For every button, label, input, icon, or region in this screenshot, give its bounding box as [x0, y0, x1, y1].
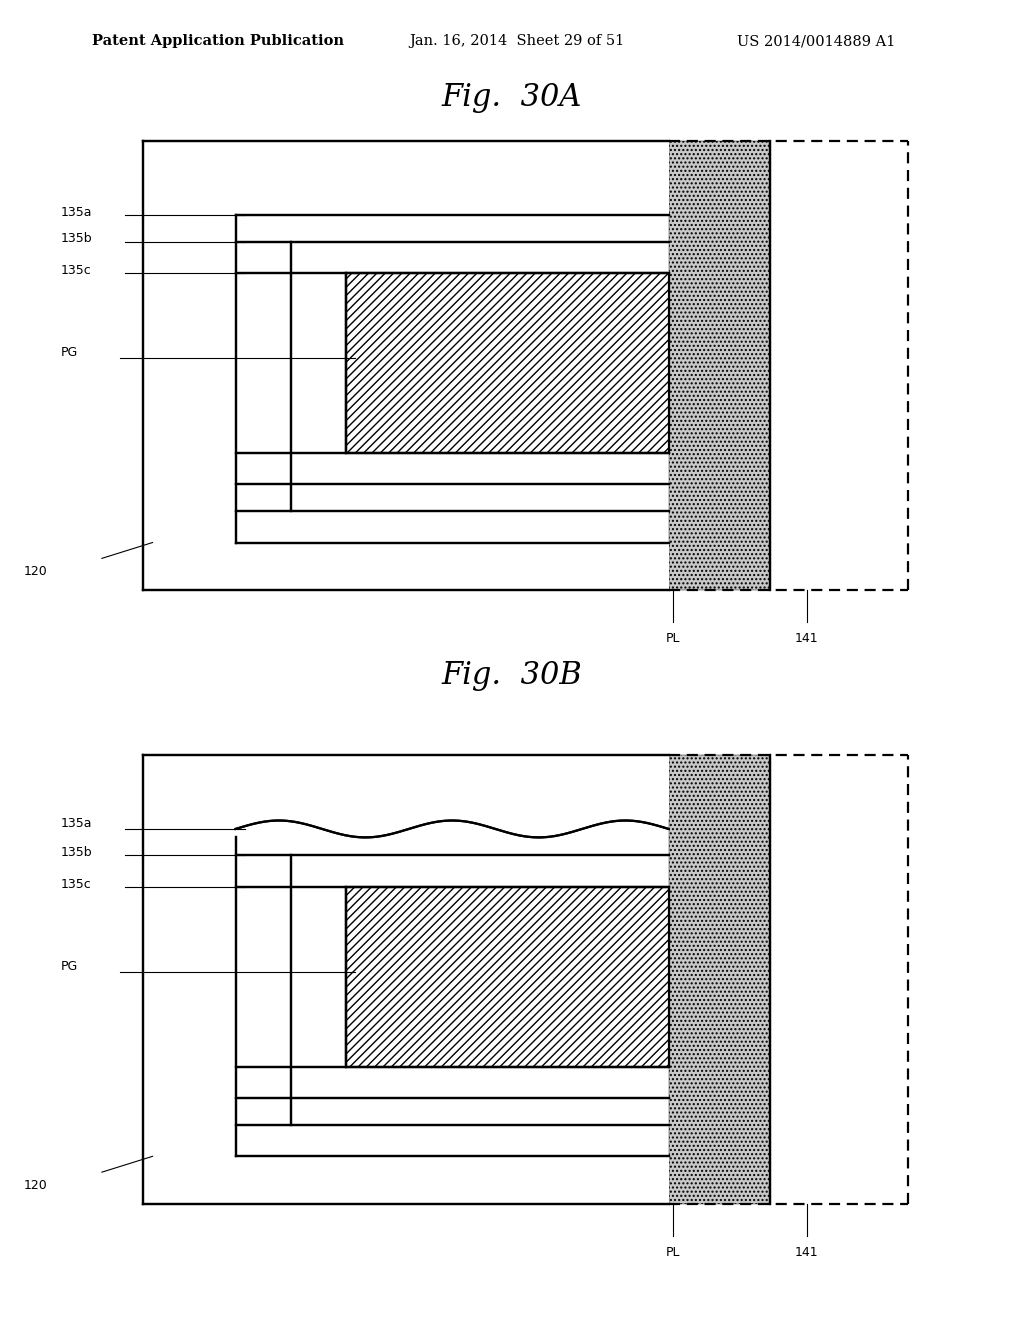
- Text: 141: 141: [795, 632, 819, 645]
- Bar: [346, 887, 669, 1067]
- Bar: [669, 141, 770, 590]
- Text: 120: 120: [24, 565, 47, 578]
- Text: 135b: 135b: [60, 232, 92, 246]
- Bar: [143, 141, 669, 215]
- Text: PL: PL: [666, 1246, 681, 1259]
- Text: US 2014/0014889 A1: US 2014/0014889 A1: [737, 34, 896, 49]
- Text: 135b: 135b: [60, 846, 92, 859]
- Text: 135a: 135a: [60, 206, 92, 219]
- Text: 135c: 135c: [60, 264, 91, 277]
- Text: Fig.  30A: Fig. 30A: [441, 82, 583, 112]
- Bar: [346, 273, 669, 453]
- Bar: [143, 755, 669, 820]
- Text: 120: 120: [24, 1179, 47, 1192]
- Text: PL: PL: [666, 632, 681, 645]
- Text: 135c: 135c: [60, 878, 91, 891]
- Text: 135a: 135a: [60, 817, 92, 830]
- Text: Patent Application Publication: Patent Application Publication: [92, 34, 344, 49]
- Text: 141: 141: [795, 1246, 819, 1259]
- Text: Fig.  30B: Fig. 30B: [441, 660, 583, 690]
- Bar: [143, 543, 669, 590]
- Bar: [669, 755, 770, 1204]
- Text: PG: PG: [60, 346, 78, 359]
- Bar: [669, 755, 770, 1204]
- Bar: [669, 141, 770, 590]
- Bar: [143, 1156, 669, 1204]
- Text: PG: PG: [60, 960, 78, 973]
- Text: Jan. 16, 2014  Sheet 29 of 51: Jan. 16, 2014 Sheet 29 of 51: [410, 34, 625, 49]
